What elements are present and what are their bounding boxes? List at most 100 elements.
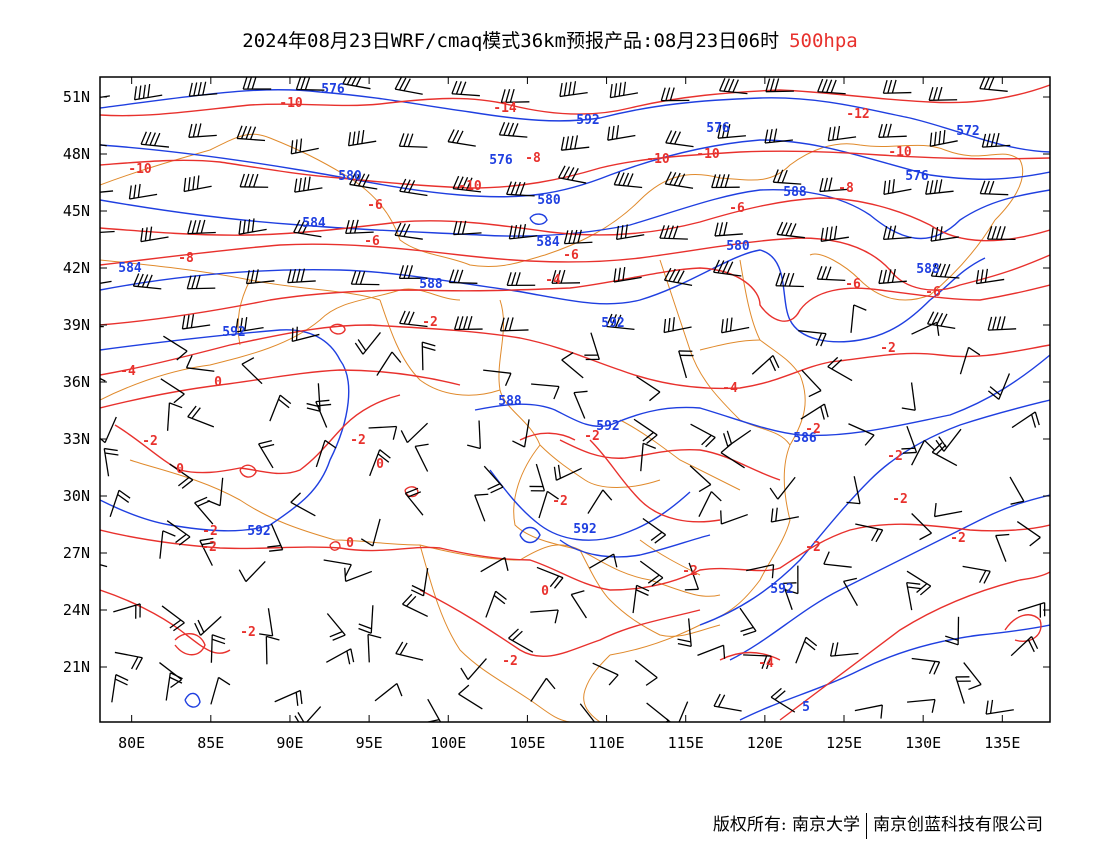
height-label: 580 [726, 239, 750, 254]
title-text: 2024年08月23日WRF/cmaq模式36km预报产品:08月23日06时 [242, 30, 780, 52]
wind-barb [538, 490, 559, 519]
wind-barb [188, 123, 217, 138]
wind-barb [394, 222, 423, 240]
wind-barb [558, 165, 587, 184]
lat-label: 36N [63, 373, 90, 391]
wind-barb [345, 219, 374, 235]
wind-barb [850, 304, 867, 333]
wind-barb [907, 698, 936, 713]
wind-barb [848, 423, 875, 446]
wind-barb [587, 489, 613, 514]
wind-barb [927, 311, 956, 330]
wind-barb [911, 321, 940, 336]
wind-barb [290, 138, 319, 155]
height-label: 592 [247, 524, 270, 539]
height-label: 576 [706, 121, 730, 136]
wind-barb [508, 628, 534, 653]
wind-barb [690, 423, 716, 448]
height-label: 588 [419, 277, 443, 292]
wind-barb [663, 317, 692, 334]
temp-label: 0 [214, 375, 222, 390]
wind-barb [746, 564, 775, 579]
height-label: 580 [338, 169, 362, 184]
wind-barb [347, 129, 377, 147]
temp-label: -10 [128, 162, 152, 177]
temp-label: -2 [880, 341, 896, 356]
wind-barb [584, 332, 600, 361]
wind-barb [315, 439, 337, 468]
wind-barb [448, 269, 478, 284]
wind-barb [677, 618, 692, 648]
wind-barb [410, 568, 429, 597]
wind-barb [498, 121, 528, 138]
temperature-labels: -10 -14 -12-10-10-10 -10 -10-8-8-6-8-6-6-6-4… [120, 96, 966, 671]
wind-barb [1011, 411, 1040, 429]
wind-barb [561, 351, 584, 379]
lon-label: 95E [356, 734, 383, 752]
wind-barb [659, 225, 688, 240]
wind-barb [187, 219, 216, 235]
wind-barb [169, 463, 194, 489]
lon-label: 85E [197, 734, 224, 752]
wind-barb [326, 648, 355, 665]
wind-barb [613, 266, 642, 283]
lat-label: 39N [63, 316, 90, 334]
lat-label: 21N [63, 658, 90, 676]
wind-barb [770, 507, 799, 523]
lat-label: 33N [63, 430, 90, 448]
wind-barb [660, 87, 690, 102]
lon-label: 115E [668, 734, 704, 752]
temp-label: -8 [525, 151, 541, 166]
temp-label: -4 [758, 656, 774, 671]
wind-barb [646, 702, 669, 722]
wind-barb [165, 672, 183, 701]
wind-barb [1016, 521, 1041, 547]
wind-barb [615, 224, 645, 241]
wind-barb [114, 651, 143, 671]
temp-label: -2 [682, 564, 698, 579]
wind-barb [294, 176, 323, 193]
temp-label: -6 [364, 234, 380, 249]
lon-label: 110E [588, 734, 624, 752]
wind-barb [368, 425, 398, 440]
height-label: 592 [770, 582, 793, 597]
wind-barb [878, 268, 907, 285]
wind-barb [480, 557, 509, 573]
wind-barb [570, 590, 587, 619]
wind-barb [140, 131, 170, 148]
wind-barb [854, 704, 883, 719]
wind-barb [829, 642, 859, 657]
wind-barb [100, 563, 108, 568]
wind-barb [911, 439, 935, 466]
wind-barb [959, 346, 981, 375]
height-label: 576 [489, 153, 513, 168]
temp-label: -2 [422, 315, 438, 330]
temp-label: -6 [563, 248, 579, 263]
admin-borders [100, 133, 1024, 722]
wind-barb [559, 81, 588, 98]
wind-barb [663, 267, 693, 287]
wind-barb [453, 316, 483, 331]
height-label: 580 [537, 193, 561, 208]
wind-barb [605, 313, 635, 330]
lat-label: 42N [63, 259, 90, 277]
wind-barb [579, 703, 596, 722]
wind-barb [183, 175, 212, 193]
wind-barb [140, 226, 169, 243]
wind-barb [911, 657, 941, 675]
wind-barb [344, 567, 373, 583]
temp-label: 0 [376, 457, 384, 472]
temp-label: -2 [584, 429, 600, 444]
wind-barb [451, 80, 480, 97]
lat-label: 24N [63, 601, 90, 619]
wind-barb [906, 581, 922, 611]
temp-label: -10 [458, 179, 482, 194]
height-label: 592 [573, 522, 596, 537]
temp-label: 0 [541, 584, 549, 599]
wind-barb [181, 314, 211, 330]
wind-barb [901, 425, 918, 454]
wind-barb [163, 335, 188, 361]
wind-barb [995, 533, 1010, 562]
temp-label: -2 [805, 422, 821, 437]
height-label: 584 [118, 261, 142, 276]
